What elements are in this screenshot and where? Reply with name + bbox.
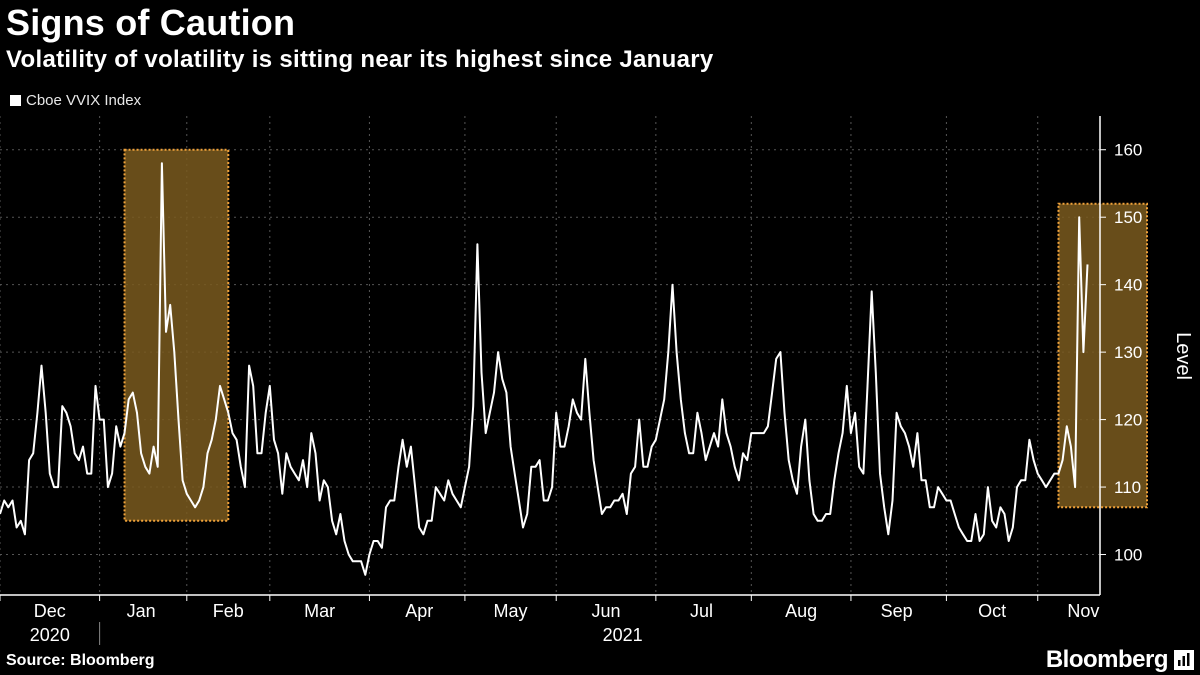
y-tick-label: 160 [1114, 141, 1142, 160]
series-line-vvix [0, 162, 1089, 576]
bloomberg-chart-icon [1174, 650, 1194, 670]
x-month-label: Aug [785, 601, 817, 621]
x-month-label: Apr [405, 601, 433, 621]
y-axis-label: Level [1172, 332, 1194, 380]
x-month-label: Jan [127, 601, 156, 621]
chart-title: Signs of Caution [6, 2, 296, 43]
x-month-label: Nov [1067, 601, 1099, 621]
x-month-label: Feb [213, 601, 244, 621]
legend-label: Cboe VVIX Index [26, 92, 142, 109]
brand-logo: Bloomberg [1045, 646, 1169, 673]
x-month-label: Mar [304, 601, 335, 621]
y-tick-label: 140 [1114, 276, 1142, 295]
highlight-box [1057, 202, 1149, 509]
y-tick-label: 130 [1114, 343, 1142, 362]
x-month-label: Jun [592, 601, 621, 621]
x-month-label: Dec [34, 601, 66, 621]
x-month-label: Oct [978, 601, 1006, 621]
legend-swatch-icon [10, 95, 21, 106]
axis-layer: 100 110 120 130 140 150 160 Level Dec Jan Feb Mar Ap… [0, 116, 1194, 645]
chart-subtitle: Volatility of volatility is sitting near… [6, 46, 714, 73]
y-tick-label: 150 [1114, 208, 1142, 227]
highlight-box [123, 148, 230, 522]
legend: Cboe VVIX Index [10, 92, 141, 109]
y-tick-label: 110 [1114, 478, 1141, 497]
x-year-label: 2020 [30, 625, 70, 645]
y-tick-label: 120 [1114, 411, 1142, 430]
x-month-label: Sep [881, 601, 913, 621]
line-layer [0, 162, 1089, 576]
source-note: Source: Bloomberg [6, 652, 155, 669]
x-year-label: 2021 [603, 625, 643, 645]
y-tick-label: 100 [1114, 546, 1142, 565]
x-month-label: Jul [690, 601, 713, 621]
x-month-label: May [494, 601, 528, 621]
